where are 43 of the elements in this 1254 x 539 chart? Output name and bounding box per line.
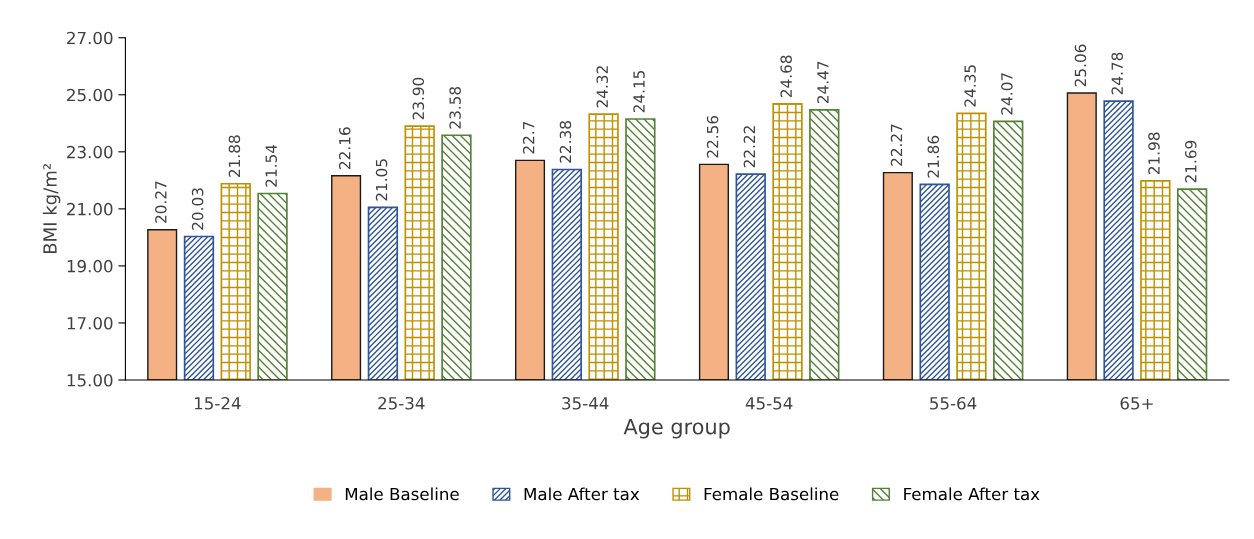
data-label: 23.90 <box>412 77 425 120</box>
data-label: 22.7 <box>522 121 535 154</box>
x-tick-label: 55-64 <box>930 396 977 410</box>
data-label: 21.86 <box>927 135 940 178</box>
data-label: 20.03 <box>191 188 204 230</box>
data-label: 22.56 <box>706 115 719 158</box>
data-label: 24.68 <box>780 55 792 98</box>
data-label: 24.15 <box>633 70 645 113</box>
data-label: 24.78 <box>1111 52 1123 95</box>
x-tick-label: 45-54 <box>745 397 793 410</box>
data-label: 22.22 <box>743 126 755 168</box>
y-tick-label: 21.00 <box>67 202 113 216</box>
data-label: 23.58 <box>449 86 461 129</box>
data-label: 24.32 <box>596 66 609 108</box>
data-label: 21.88 <box>228 135 241 177</box>
data-label: 21.05 <box>375 159 388 201</box>
x-axis-title: Age group <box>623 418 730 439</box>
data-label: 25.06 <box>1074 44 1087 87</box>
x-tick-label: 25-34 <box>378 396 425 410</box>
data-label: 22.38 <box>559 121 572 163</box>
x-tick-label: 35-44 <box>562 396 609 410</box>
data-label: 22.27 <box>890 124 903 166</box>
data-label: 20.27 <box>155 181 167 223</box>
data-label: 24.07 <box>1001 73 1013 115</box>
legend-label: Female Baseline <box>704 487 839 501</box>
data-label: 21.69 <box>1185 140 1197 183</box>
y-tick-label: 15.00 <box>67 373 113 387</box>
y-tick-label: 17.00 <box>67 316 113 330</box>
x-tick-label: 15-24 <box>194 396 241 410</box>
y-tick-label: 27.00 <box>67 31 113 45</box>
legend-label: Female After tax <box>904 487 1040 501</box>
data-label: 24.47 <box>817 61 829 104</box>
y-tick-label: 19.00 <box>67 259 113 273</box>
data-label: 22.16 <box>338 127 351 169</box>
y-axis-title: BMI kg/m² <box>42 164 61 254</box>
legend-label: Male Baseline <box>345 487 459 501</box>
y-tick-label: 23.00 <box>67 145 113 159</box>
data-label: 24.35 <box>964 65 976 107</box>
data-label: 21.98 <box>1148 132 1160 175</box>
data-label: 21.54 <box>265 144 277 187</box>
x-tick-label: 65+ <box>1120 396 1153 410</box>
legend-label: Male After tax <box>524 487 640 501</box>
y-tick-label: 25.00 <box>67 88 113 102</box>
